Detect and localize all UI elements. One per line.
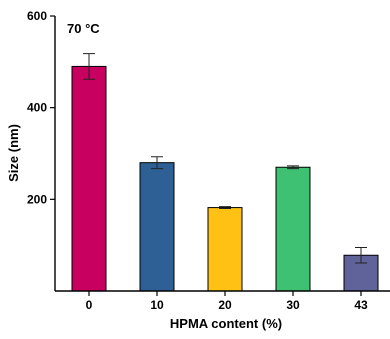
y-tick-label-400: 400: [27, 101, 47, 115]
bar-20: [207, 207, 243, 292]
temperature-annotation: 70 °C: [67, 21, 100, 36]
y-axis-title: Size (nm): [6, 124, 21, 182]
y-tick-label-200: 200: [27, 192, 47, 206]
x-tick-label-43: 43: [354, 298, 368, 312]
x-axis-title: HPMA content (%): [170, 316, 282, 331]
x-tick-label-30: 30: [286, 298, 300, 312]
axes-layer: [54, 16, 390, 292]
x-tick-label-0: 0: [86, 298, 93, 312]
bar-30: [275, 166, 311, 292]
y-tick-label-600: 600: [27, 9, 47, 23]
error-bar-10: [151, 156, 163, 170]
x-tick-label-10: 10: [150, 298, 164, 312]
bar-0: [71, 65, 107, 292]
bar-10: [139, 162, 175, 292]
error-bar-0: [83, 53, 95, 80]
error-bar-43: [355, 246, 367, 264]
y-ticks-layer: 200 400 600: [27, 9, 55, 206]
error-bars-layer: [83, 53, 367, 264]
error-bar-30: [287, 165, 299, 170]
error-bar-20: [219, 206, 231, 209]
bars-layer: [71, 65, 379, 292]
x-ticks-layer: 0 10 20 30 43: [86, 291, 368, 312]
x-tick-label-20: 20: [218, 298, 232, 312]
